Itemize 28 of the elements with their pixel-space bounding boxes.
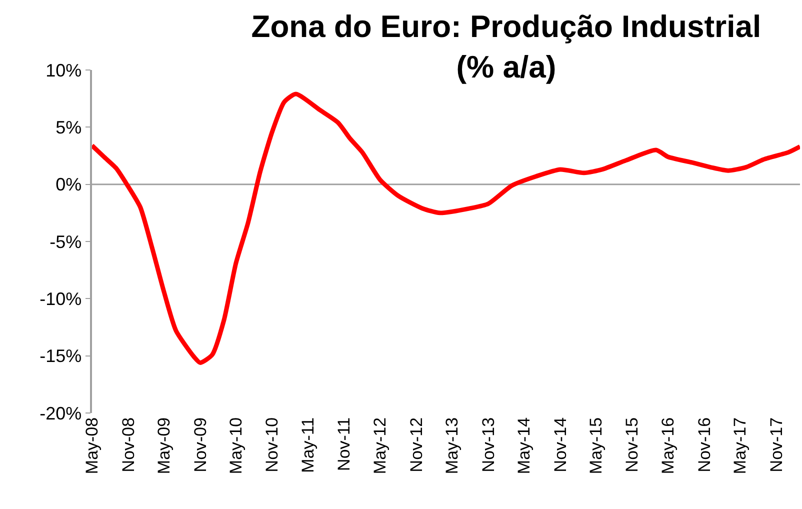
y-tick-label: -20% (40, 403, 82, 424)
x-tick-label: May-10 (226, 417, 246, 474)
x-tick-label: May-13 (442, 417, 462, 474)
x-tick-label: May-17 (730, 417, 750, 474)
x-tick-label: Nov-08 (118, 417, 138, 472)
x-tick-label: Nov-14 (550, 417, 570, 472)
x-tick-label: Nov-11 (334, 417, 354, 471)
x-tick-label: Nov-09 (190, 417, 210, 472)
x-tick-label: Nov-12 (406, 417, 426, 472)
x-tick-label: May-16 (658, 417, 678, 474)
x-tick-label: May-08 (82, 417, 102, 474)
x-tick-label: May-15 (586, 417, 606, 474)
x-tick-label: Nov-15 (622, 417, 642, 472)
x-tick-label: May-11 (298, 417, 318, 473)
y-tick-label: -10% (40, 288, 82, 309)
chart-title: Zona do Euro: Produção Industrial (% a/a) (251, 9, 762, 84)
y-tick-label: 0% (56, 174, 82, 195)
x-tick-label: Nov-13 (478, 417, 498, 472)
y-tick-label: -5% (50, 232, 82, 252)
y-tick-label: 10% (46, 60, 82, 80)
x-tick-label: May-14 (514, 417, 534, 474)
y-tick-label: 5% (56, 117, 82, 138)
y-tick-label: -15% (40, 346, 82, 366)
x-tick-label: Nov-10 (262, 417, 282, 472)
x-tick-label: May-12 (370, 417, 390, 474)
x-tick-label: Nov-16 (694, 417, 714, 472)
x-tick-label: May-09 (154, 417, 174, 474)
x-tick-label: Nov-17 (766, 417, 786, 472)
